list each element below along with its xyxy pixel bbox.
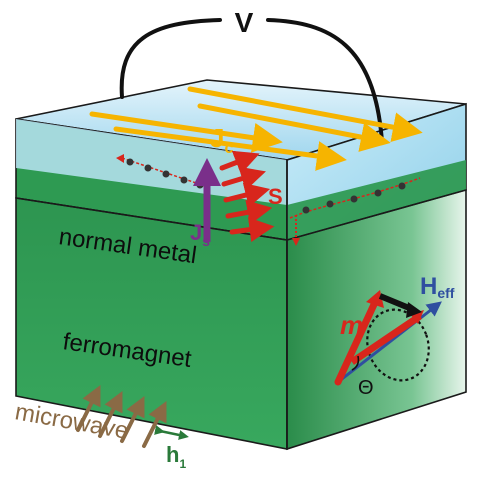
- h1-label: h1: [166, 442, 186, 471]
- spin-chain-left: [116, 154, 206, 189]
- heff-label: Heff: [420, 273, 455, 301]
- spin-label: S: [268, 184, 283, 209]
- magnetization-arrow: [334, 294, 381, 386]
- spin-accumulation-arrows: [219, 150, 275, 243]
- charge-current-arrows: [89, 86, 423, 171]
- angle-label: Θ: [358, 377, 374, 399]
- charge-current-label: Jc: [210, 123, 233, 157]
- spin-chain-right: [289, 177, 421, 246]
- magnetization-label: m: [340, 310, 363, 340]
- voltage-label: V: [235, 7, 254, 38]
- spin-current-label: Js: [190, 220, 210, 249]
- microwave-arrows: [76, 385, 167, 448]
- h1-arrow: [154, 425, 189, 440]
- voltmeter-wire: [119, 18, 384, 144]
- precession-diagram: [334, 290, 442, 386]
